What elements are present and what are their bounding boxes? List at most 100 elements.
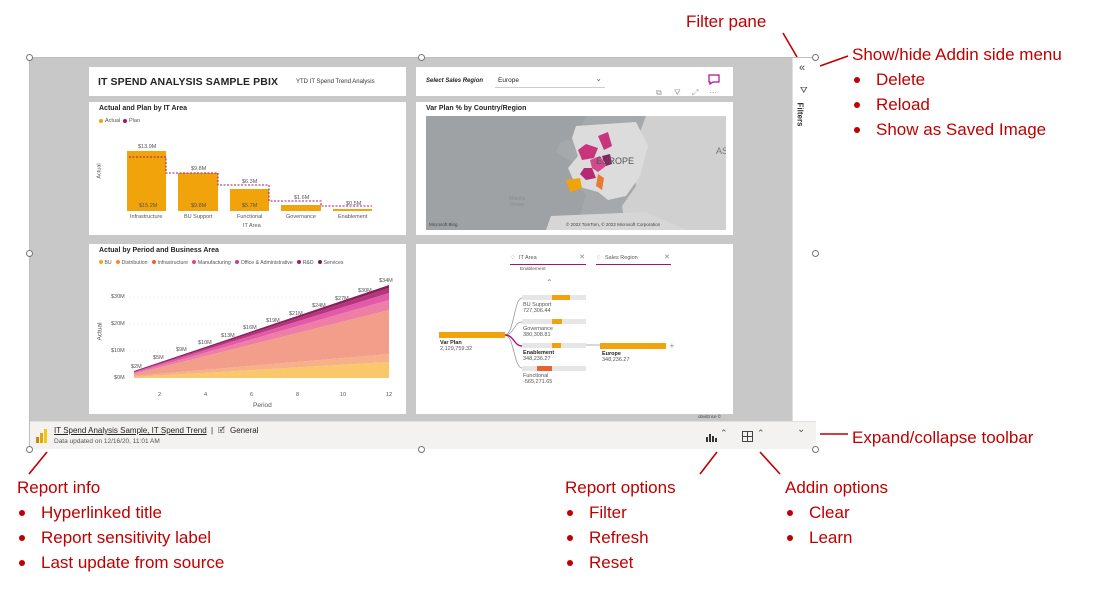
decomp-chip-it-area[interactable]: ♢ IT Area ✕ <box>510 254 586 265</box>
ytick-0: $0M <box>114 375 125 381</box>
point-label-10: $30M <box>358 288 372 294</box>
close-icon[interactable]: ✕ <box>664 254 670 261</box>
map-area[interactable]: EUROPE AS Atlantic Ocean Microsoft Bing … <box>426 116 726 230</box>
report-options-chevron-icon[interactable]: ⌃ <box>720 428 728 438</box>
addin-options-chevron-icon[interactable]: ⌃ <box>757 428 765 438</box>
report-title: IT SPEND ANALYSIS SAMPLE PBIX <box>98 76 279 88</box>
category-label-2: Functional <box>237 214 263 220</box>
resize-handle[interactable] <box>26 54 33 61</box>
bar-governance[interactable] <box>281 205 321 211</box>
point-label-9: $27M <box>335 296 349 302</box>
slicer-label: Select Sales Region <box>426 78 484 84</box>
chevron-down-icon: ⌄ <box>595 74 602 83</box>
area-series-bu[interactable] <box>134 362 389 378</box>
legend-infrastructure: Infrastructure <box>157 260 188 266</box>
node-bar-governance[interactable] <box>552 319 562 324</box>
point-label-6: $19M <box>266 318 280 324</box>
side-menu-annotation-title: Show/hide Addin side menu <box>852 45 1062 64</box>
report-info-item: Last update from source <box>17 553 224 573</box>
bar-bu-support[interactable] <box>178 173 218 211</box>
filter-pane-icon[interactable]: ⛛ <box>800 85 808 95</box>
map-copyright: © 2022 TomTom, © 2022 Microsoft Corporat… <box>566 222 661 227</box>
svg-text:+: + <box>669 342 675 350</box>
leaf-bar-europe[interactable] <box>600 343 666 349</box>
report-canvas: IT SPEND ANALYSIS SAMPLE PBIX YTD IT Spe… <box>30 58 792 421</box>
node-bar-bu-support[interactable] <box>552 295 570 300</box>
decomp-chip-sales-region[interactable]: ♢ Sales Region ✕ <box>596 254 671 265</box>
map-title: Var Plan % by Country/Region <box>426 105 527 112</box>
side-menu-item: Show as Saved Image <box>852 120 1062 140</box>
addin-toolbar: IT Spend Analysis Sample, IT Spend Trend… <box>30 421 816 449</box>
bing-logo: Microsoft Bing <box>429 222 458 227</box>
report-options-item: Filter <box>565 503 676 523</box>
area-series-distribution[interactable] <box>134 354 389 377</box>
area-chart-card: Actual by Period and Business Area BU Di… <box>89 244 406 414</box>
legend-dot-bu <box>99 260 103 264</box>
filter-icon[interactable]: ⛛ <box>674 88 681 97</box>
node-value-governance: 380,308.81 <box>523 332 551 338</box>
point-label-11: $34M <box>379 278 393 284</box>
area-series-services[interactable] <box>134 285 389 372</box>
node-bar-enablement[interactable] <box>552 343 561 348</box>
title-separator: | <box>211 426 214 435</box>
resize-handle[interactable] <box>418 446 425 453</box>
resize-handle[interactable] <box>812 54 819 61</box>
addin-options-annotation: Addin options Clear Learn <box>785 478 888 553</box>
map-label-europe: EUROPE <box>596 156 635 166</box>
data-updated-text: Data updated on 12/16/20, 11:01 AM <box>54 438 160 445</box>
resize-handle[interactable] <box>812 446 819 453</box>
bar-infrastructure[interactable] <box>127 151 166 211</box>
copy-icon[interactable]: ⧉ <box>656 88 662 97</box>
slicer-dropdown[interactable]: Europe ⌄ <box>495 74 605 88</box>
plan-label-1: $9.8M <box>191 166 207 172</box>
ytick-10: $10M <box>111 348 125 354</box>
map-label-ocean: Atlantic Ocean <box>508 196 526 208</box>
report-title-link[interactable]: IT Spend Analysis Sample, IT Spend Trend <box>54 426 207 435</box>
actual-label-0: $15.2M <box>139 203 158 209</box>
area-series-office[interactable] <box>134 293 389 373</box>
lightbulb-icon: ♢ <box>510 255 516 261</box>
more-options-icon[interactable]: ⋯ <box>709 88 717 97</box>
lightbulb-icon: ♢ <box>596 255 602 261</box>
ytick-30: $30M <box>111 294 125 300</box>
close-icon[interactable]: ✕ <box>579 254 585 261</box>
sensitivity-label[interactable]: General <box>230 426 259 435</box>
node-label-bu-support: BU Support <box>523 302 552 308</box>
decomp-chip1-label: IT Area <box>519 255 537 261</box>
resize-handle[interactable] <box>26 446 33 453</box>
report-options-icon[interactable] <box>706 433 717 442</box>
area-series-manufacturing[interactable] <box>134 300 389 374</box>
decomp-tree-svg: + <box>439 295 675 371</box>
bar-functional[interactable] <box>230 189 269 211</box>
area-xlabel: Period <box>253 402 272 409</box>
focus-mode-icon[interactable]: ⤢ <box>692 88 699 97</box>
legend-distribution: Distribution <box>121 260 148 266</box>
leaf-label-europe: Europe <box>602 351 621 357</box>
node-value-enablement: 348,236.27 <box>523 356 551 362</box>
legend-swatch-plan <box>123 119 127 123</box>
collapse-chevrons-icon[interactable]: « <box>799 62 806 74</box>
area-chart-svg <box>129 285 389 378</box>
resize-handle[interactable] <box>26 250 33 257</box>
addin-options-item: Learn <box>785 528 888 548</box>
filters-label[interactable]: Filters <box>795 102 805 127</box>
node-bar-functional[interactable] <box>537 366 552 371</box>
report-options-item: Reset <box>565 553 676 573</box>
plan-label-0: $13.9M <box>138 144 157 150</box>
chevron-up-icon[interactable]: ⌃ <box>546 278 553 287</box>
area-series-infrastructure[interactable] <box>134 310 389 376</box>
report-frame: IT SPEND ANALYSIS SAMPLE PBIX YTD IT Spe… <box>29 57 816 449</box>
node-value-bu-support: 727,306.44 <box>523 308 551 314</box>
bar-enablement[interactable] <box>333 209 372 211</box>
root-bar[interactable] <box>439 332 505 338</box>
point-label-4: $13M <box>221 333 235 339</box>
bar-xlabel: IT Area <box>243 223 261 229</box>
comment-icon[interactable] <box>708 74 720 85</box>
resize-handle[interactable] <box>418 54 425 61</box>
powered-by: obviEnce © <box>698 414 722 419</box>
addin-options-icon[interactable] <box>742 431 753 442</box>
resize-handle[interactable] <box>812 250 819 257</box>
category-label-4: Enablement <box>338 214 368 220</box>
expand-collapse-chevron-icon[interactable]: ⌄ <box>797 424 806 435</box>
title-card: IT SPEND ANALYSIS SAMPLE PBIX YTD IT Spe… <box>89 67 406 96</box>
